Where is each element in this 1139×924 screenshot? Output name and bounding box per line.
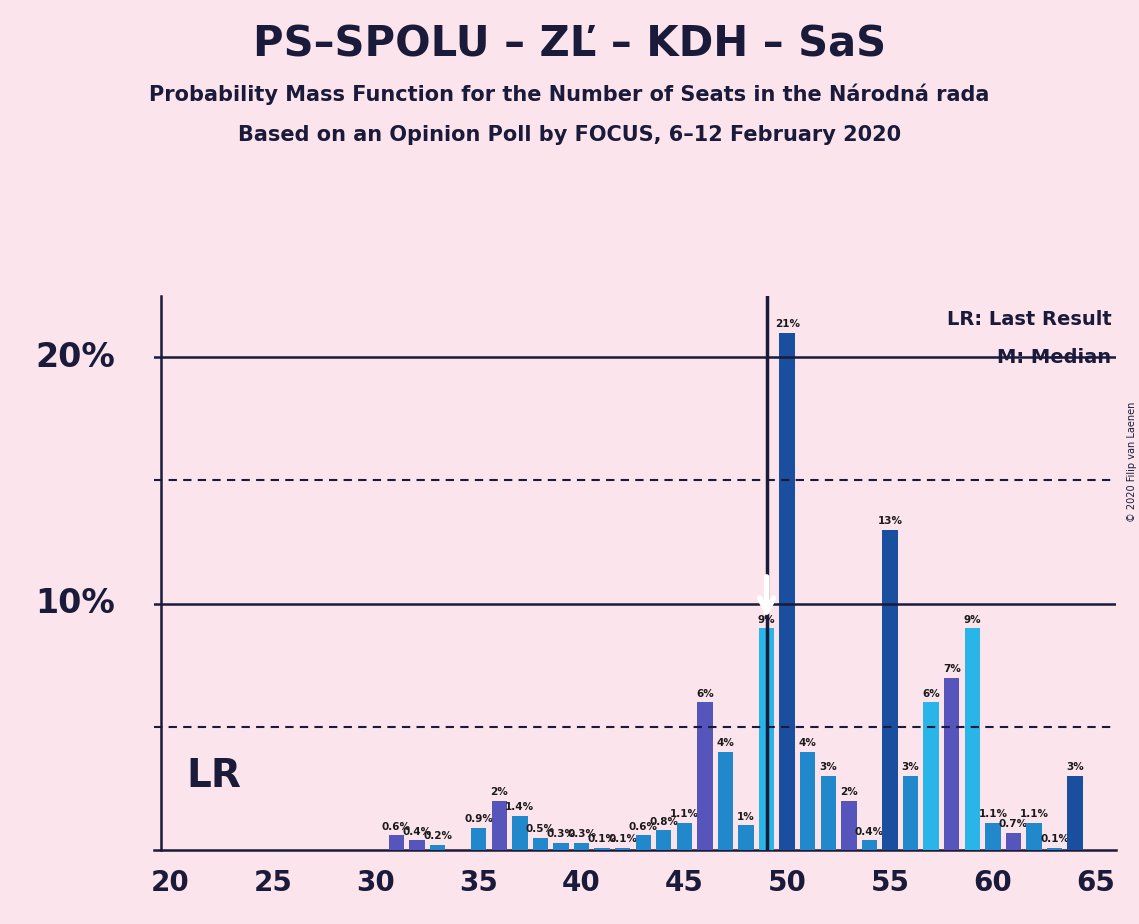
Bar: [862, 840, 877, 850]
Text: 2%: 2%: [491, 787, 508, 797]
Text: 0.1%: 0.1%: [588, 834, 616, 844]
Text: 9%: 9%: [757, 614, 776, 625]
Text: 2%: 2%: [839, 787, 858, 797]
Text: 21%: 21%: [775, 319, 800, 329]
Bar: [388, 835, 404, 850]
Bar: [965, 628, 980, 850]
Text: 6%: 6%: [923, 688, 940, 699]
Bar: [883, 529, 898, 850]
Text: 0.6%: 0.6%: [629, 821, 657, 832]
Bar: [677, 823, 693, 850]
Bar: [595, 847, 609, 850]
Bar: [903, 776, 918, 850]
Bar: [779, 333, 795, 850]
Bar: [800, 751, 816, 850]
Text: 1.4%: 1.4%: [506, 802, 534, 812]
Bar: [513, 816, 527, 850]
Text: 9%: 9%: [964, 614, 981, 625]
Text: © 2020 Filip van Laenen: © 2020 Filip van Laenen: [1126, 402, 1137, 522]
Text: 4%: 4%: [798, 738, 817, 748]
Text: 1.1%: 1.1%: [670, 809, 699, 820]
Text: Probability Mass Function for the Number of Seats in the Národná rada: Probability Mass Function for the Number…: [149, 83, 990, 104]
Bar: [1006, 833, 1021, 850]
Bar: [492, 801, 507, 850]
Text: LR: Last Result: LR: Last Result: [947, 310, 1112, 329]
Bar: [944, 677, 959, 850]
Bar: [533, 838, 548, 850]
Bar: [759, 628, 775, 850]
Text: 1.1%: 1.1%: [1019, 809, 1049, 820]
Text: LR: LR: [187, 757, 241, 796]
Bar: [574, 843, 589, 850]
Bar: [636, 835, 650, 850]
Bar: [409, 840, 425, 850]
Text: 0.6%: 0.6%: [382, 821, 411, 832]
Text: 13%: 13%: [877, 517, 902, 526]
Text: 0.4%: 0.4%: [855, 827, 884, 836]
Bar: [1067, 776, 1083, 850]
Bar: [738, 825, 754, 850]
Text: 1%: 1%: [737, 812, 755, 821]
Text: 7%: 7%: [943, 664, 960, 674]
Text: 3%: 3%: [1066, 762, 1084, 772]
Bar: [718, 751, 734, 850]
Text: M: Median: M: Median: [998, 348, 1112, 368]
Text: 20%: 20%: [35, 341, 115, 374]
Text: 0.1%: 0.1%: [608, 834, 637, 844]
Text: 0.1%: 0.1%: [1040, 834, 1070, 844]
Bar: [820, 776, 836, 850]
Text: 0.3%: 0.3%: [567, 829, 596, 839]
Text: 1.1%: 1.1%: [978, 809, 1007, 820]
Text: Based on an Opinion Poll by FOCUS, 6–12 February 2020: Based on an Opinion Poll by FOCUS, 6–12 …: [238, 125, 901, 145]
Bar: [697, 702, 713, 850]
Text: 6%: 6%: [696, 688, 714, 699]
Text: 0.7%: 0.7%: [999, 820, 1029, 829]
Bar: [842, 801, 857, 850]
Text: 0.5%: 0.5%: [526, 824, 555, 834]
Text: 10%: 10%: [35, 587, 115, 620]
Bar: [472, 828, 486, 850]
Bar: [1047, 847, 1063, 850]
Text: 0.9%: 0.9%: [465, 814, 493, 824]
Text: 0.2%: 0.2%: [423, 832, 452, 842]
Bar: [924, 702, 939, 850]
Text: 0.3%: 0.3%: [547, 829, 575, 839]
Bar: [985, 823, 1000, 850]
Bar: [554, 843, 568, 850]
Text: 0.8%: 0.8%: [649, 817, 679, 827]
Text: 3%: 3%: [902, 762, 919, 772]
Bar: [429, 845, 445, 850]
Text: PS–SPOLU – ZĽ – KDH – SaS: PS–SPOLU – ZĽ – KDH – SaS: [253, 23, 886, 65]
Bar: [615, 847, 630, 850]
Text: 0.4%: 0.4%: [402, 827, 432, 836]
Bar: [1026, 823, 1042, 850]
Text: 4%: 4%: [716, 738, 735, 748]
Text: 3%: 3%: [819, 762, 837, 772]
Bar: [656, 831, 672, 850]
